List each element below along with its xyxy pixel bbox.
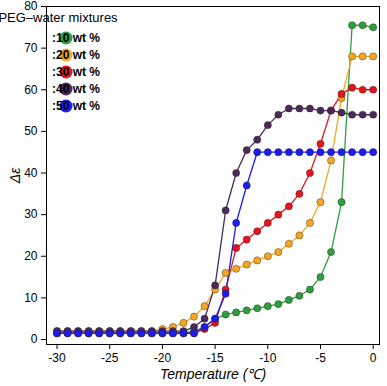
svg-text:0: 0 [31,332,38,346]
svg-text:-10: -10 [259,351,277,365]
svg-text::20 wt %: :20 wt % [52,48,100,62]
svg-text:40: 40 [24,166,38,180]
svg-text:Δε: Δε [7,167,23,184]
svg-text::50 wt %: :50 wt % [52,99,100,113]
svg-text:30: 30 [24,207,38,221]
svg-text:-15: -15 [206,351,224,365]
svg-text::40 wt %: :40 wt % [52,82,100,96]
svg-text:Temperature (℃): Temperature (℃) [160,366,266,382]
svg-text:0: 0 [370,351,377,365]
svg-text:70: 70 [24,41,38,55]
svg-text:-5: -5 [315,351,326,365]
svg-text:50: 50 [24,124,38,138]
svg-text::10 wt %: :10 wt % [52,31,100,45]
svg-text:-25: -25 [101,351,119,365]
svg-text:-20: -20 [154,351,172,365]
svg-text:20: 20 [24,249,38,263]
svg-text::30 wt %: :30 wt % [52,65,100,79]
svg-text:10: 10 [24,291,38,305]
svg-text:PEG–water mixtures: PEG–water mixtures [0,10,118,25]
svg-text:60: 60 [24,83,38,97]
svg-text:-30: -30 [48,351,66,365]
